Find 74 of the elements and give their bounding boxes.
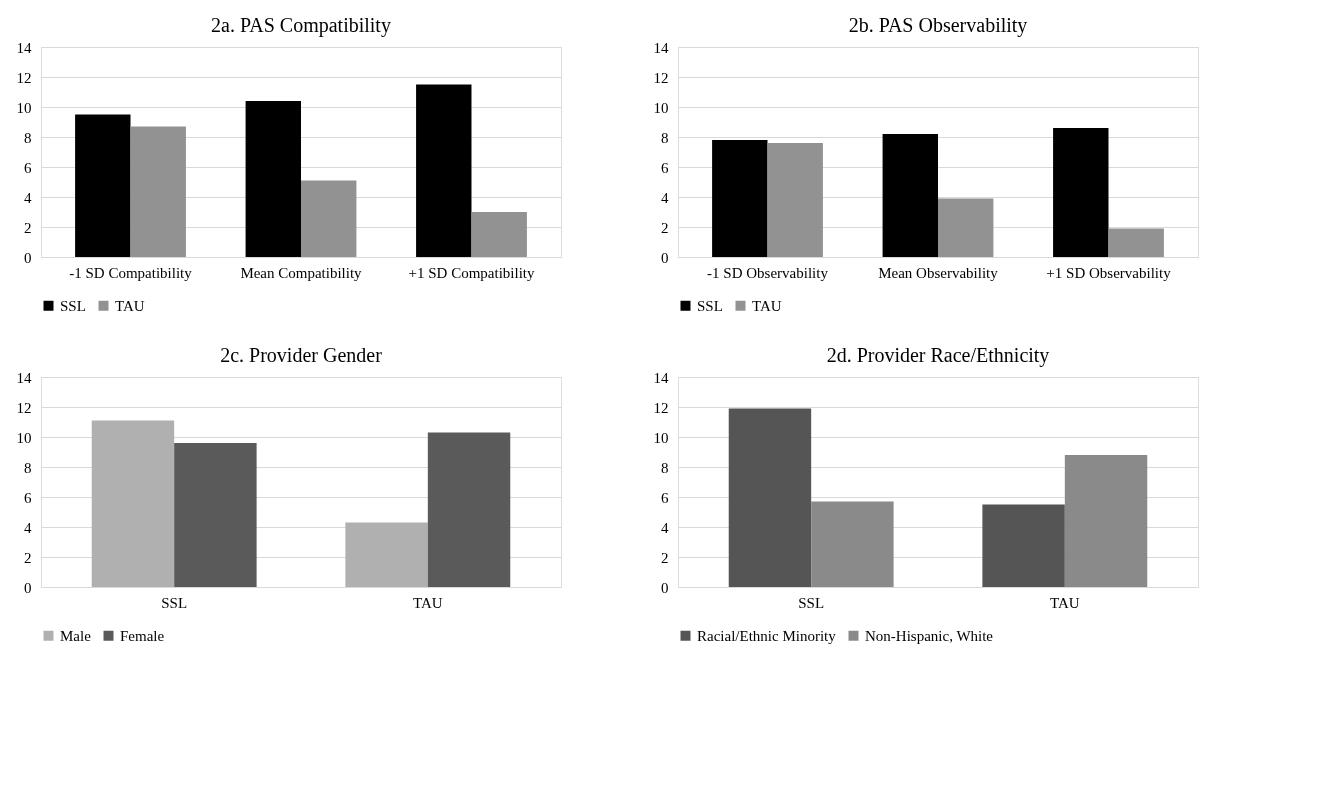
bar bbox=[938, 198, 994, 257]
y-tick-label: 4 bbox=[24, 189, 32, 206]
y-tick-label: 2 bbox=[661, 549, 669, 566]
y-tick-label: 10 bbox=[653, 99, 669, 116]
y-tick-label: 0 bbox=[24, 249, 32, 266]
bar bbox=[1064, 455, 1148, 587]
bar bbox=[728, 408, 812, 587]
legend-label: TAU bbox=[115, 297, 145, 314]
bar bbox=[91, 420, 175, 587]
y-tick-label: 6 bbox=[661, 489, 669, 506]
y-tick-label: 10 bbox=[653, 429, 669, 446]
y-tick-label: 14 bbox=[653, 39, 669, 56]
y-tick-label: 10 bbox=[16, 429, 32, 446]
bar bbox=[245, 101, 301, 257]
legend-label: Racial/Ethnic Minority bbox=[697, 627, 837, 644]
bar bbox=[174, 443, 257, 587]
y-tick-label: 12 bbox=[653, 69, 669, 86]
y-tick-label: 8 bbox=[24, 459, 32, 476]
bar bbox=[130, 126, 186, 257]
legend-label: SSL bbox=[60, 297, 86, 314]
bar bbox=[1108, 228, 1164, 257]
bar bbox=[345, 522, 428, 587]
y-tick-label: 4 bbox=[661, 189, 669, 206]
x-tick-label: SSL bbox=[161, 594, 188, 611]
bar bbox=[767, 143, 823, 257]
bar bbox=[811, 501, 894, 587]
x-tick-label: TAU bbox=[413, 594, 443, 611]
chart-title: 2a. PAS Compatibility bbox=[211, 14, 391, 37]
y-tick-label: 0 bbox=[661, 579, 669, 596]
legend-label: Female bbox=[120, 627, 165, 644]
x-tick-label: -1 SD Observability bbox=[707, 264, 829, 281]
x-tick-label: -1 SD Compatibility bbox=[69, 264, 193, 281]
bar bbox=[712, 140, 768, 257]
y-tick-label: 2 bbox=[24, 549, 32, 566]
x-tick-label: +1 SD Compatibility bbox=[408, 264, 535, 281]
y-tick-label: 6 bbox=[661, 159, 669, 176]
y-tick-label: 2 bbox=[661, 219, 669, 236]
chart-title: 2d. Provider Race/Ethnicity bbox=[826, 344, 1050, 367]
y-tick-label: 12 bbox=[16, 399, 32, 416]
y-tick-label: 6 bbox=[24, 489, 32, 506]
bar bbox=[882, 134, 938, 257]
y-tick-label: 14 bbox=[653, 369, 669, 386]
y-tick-label: 2 bbox=[24, 219, 32, 236]
x-tick-label: +1 SD Observability bbox=[1046, 264, 1172, 281]
x-tick-label: SSL bbox=[798, 594, 825, 611]
y-tick-label: 6 bbox=[24, 159, 32, 176]
bar bbox=[427, 432, 511, 587]
bar bbox=[982, 504, 1065, 587]
y-tick-label: 8 bbox=[24, 129, 32, 146]
legend-label: Male bbox=[60, 627, 92, 644]
y-tick-label: 12 bbox=[653, 399, 669, 416]
bar bbox=[75, 114, 131, 257]
chart-title: 2c. Provider Gender bbox=[220, 344, 383, 366]
y-tick-label: 8 bbox=[661, 459, 669, 476]
y-tick-label: 4 bbox=[661, 519, 669, 536]
bar bbox=[416, 84, 472, 257]
y-tick-label: 12 bbox=[16, 69, 32, 86]
legend-label: SSL bbox=[697, 297, 723, 314]
legend-label: Non-Hispanic, White bbox=[865, 627, 994, 644]
x-tick-label: Mean Observability bbox=[878, 264, 999, 281]
legend-label: TAU bbox=[752, 297, 782, 314]
y-tick-label: 4 bbox=[24, 519, 32, 536]
bar bbox=[1053, 128, 1109, 257]
y-tick-label: 0 bbox=[24, 579, 32, 596]
y-tick-label: 0 bbox=[661, 249, 669, 266]
bar bbox=[301, 180, 357, 257]
x-tick-label: TAU bbox=[1050, 594, 1080, 611]
x-tick-label: Mean Compatibility bbox=[240, 264, 363, 281]
y-tick-label: 8 bbox=[661, 129, 669, 146]
y-tick-label: 14 bbox=[16, 39, 32, 56]
chart-title: 2b. PAS Observability bbox=[848, 14, 1028, 37]
bar bbox=[471, 212, 527, 257]
y-tick-label: 14 bbox=[16, 369, 32, 386]
y-tick-label: 10 bbox=[16, 99, 32, 116]
